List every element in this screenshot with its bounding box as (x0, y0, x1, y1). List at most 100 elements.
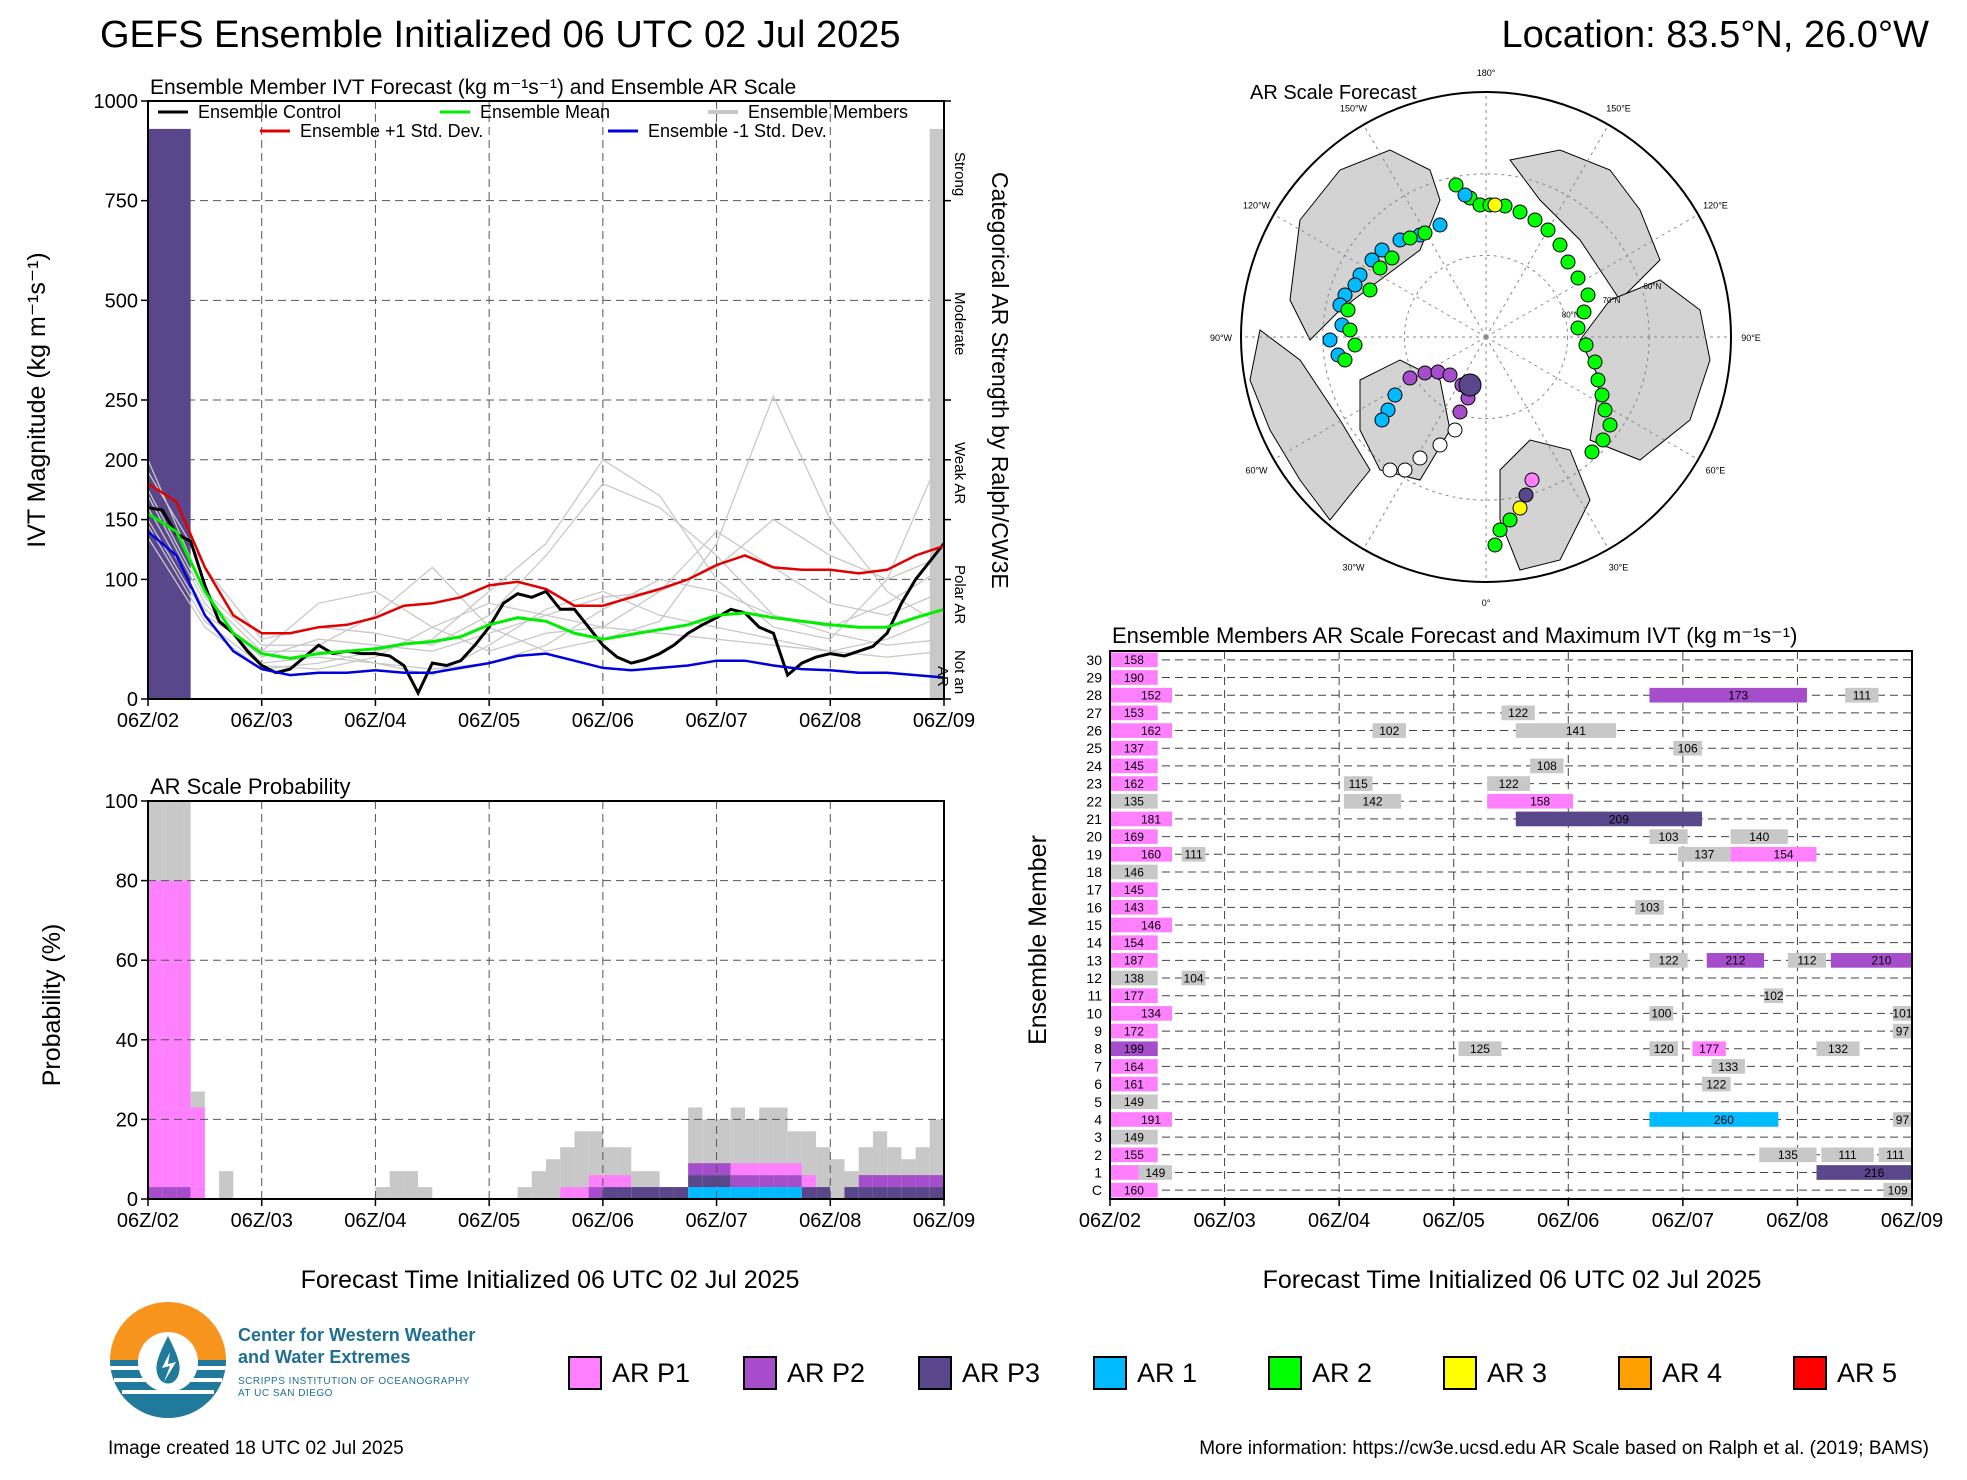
probability-category-bar (176, 880, 191, 1188)
members-x-tick-label: 06Z/02 (1079, 1210, 1141, 1232)
map-ar-dot (1362, 282, 1378, 298)
map-ar-dot (1570, 320, 1586, 336)
members-event-value: 146 (1141, 918, 1161, 932)
ivt-category-label: Strong (951, 152, 968, 196)
members-event-bar (1764, 988, 1784, 1004)
probability-category-bar (915, 1187, 930, 1199)
ivt-category-label: Weak AR (951, 442, 968, 504)
members-event-bar (1892, 1023, 1912, 1039)
ivt-series-line (147, 512, 945, 660)
probability-category-bar (162, 880, 177, 1188)
map-ar-dot (1448, 177, 1464, 193)
map-ar-dot (1342, 322, 1358, 338)
members-x-tick-label: 06Z/06 (1537, 1210, 1599, 1232)
legend-item-ar-4: AR 4 (1618, 1356, 1722, 1390)
members-event-bar (1892, 1112, 1912, 1127)
ivt-legend-label: Ensemble Members (748, 102, 908, 122)
members-event-value: 149 (1124, 1130, 1144, 1144)
map-meridian (1273, 336, 1487, 460)
members-event-value: 160 (1141, 848, 1161, 862)
map-longitude-label: 30°W (1342, 562, 1365, 572)
map-ar-dot (1578, 337, 1594, 353)
map-latitude-circle (1403, 254, 1569, 420)
legend-label: AR 4 (1662, 1357, 1723, 1388)
probability-category-bar (801, 1187, 817, 1199)
legend-label: AR 5 (1837, 1357, 1898, 1388)
map-meridian (1485, 336, 1699, 460)
members-event-value: 122 (1499, 777, 1519, 791)
members-row-label: 29 (1086, 670, 1102, 686)
members-row-label: 15 (1086, 917, 1102, 933)
members-event-value: 154 (1124, 936, 1144, 950)
map-ar-dot (1397, 462, 1413, 478)
map-ar-dot (1587, 354, 1603, 370)
members-event-bar (1110, 1076, 1158, 1092)
members-row-label: 2 (1094, 1147, 1102, 1163)
members-event-bar (1487, 793, 1574, 809)
members-x-tick-label: 06Z/04 (1308, 1210, 1370, 1232)
ivt-y-tick-label: 0 (127, 689, 138, 711)
members-event-value: 169 (1124, 830, 1144, 844)
members-event-bar (1759, 1147, 1817, 1163)
members-row-label: 17 (1086, 882, 1102, 898)
probability-y-tick-label: 40 (116, 1030, 138, 1052)
probability-category-bar (176, 1187, 191, 1199)
members-event-value: 210 (1871, 954, 1891, 968)
ivt-y-tick-label: 500 (105, 290, 138, 312)
members-event-value: 141 (1566, 724, 1586, 738)
map-ar-dot (1518, 487, 1534, 503)
map-longitude-label: 60°E (1706, 466, 1726, 476)
members-event-bar (1110, 953, 1158, 968)
probability-category-bar (887, 1187, 902, 1199)
legend-item-ar-5: AR 5 (1793, 1356, 1897, 1390)
members-row-label: 13 (1086, 952, 1102, 968)
map-ar-dot (1602, 417, 1618, 433)
members-event-value: 177 (1699, 1042, 1719, 1056)
members-row-label: 23 (1086, 776, 1102, 792)
map-landmass (1289, 149, 1441, 341)
map-ar-dot (1447, 422, 1463, 438)
members-event-bar (1138, 1165, 1173, 1180)
members-event-value: 153 (1124, 706, 1144, 720)
members-event-value: 97 (1896, 1024, 1910, 1038)
members-event-bar (1821, 1147, 1874, 1163)
members-event-value: 162 (1141, 724, 1161, 738)
members-event-bar (1110, 829, 1158, 844)
members-event-value: 143 (1124, 901, 1144, 915)
map-ar-dot (1340, 302, 1356, 318)
map-latitude-label: 80°N (1562, 310, 1580, 319)
members-event-bar (1701, 1076, 1731, 1092)
probability-x-axis-label: Forecast Time Initialized 06 UTC 02 Jul … (301, 1266, 800, 1294)
probability-category-bar (787, 1187, 802, 1199)
map-ar-dot (1402, 230, 1418, 246)
members-event-bar (1110, 1041, 1158, 1057)
members-event-bar (1110, 793, 1158, 809)
probability-x-tick-label: 06Z/07 (685, 1210, 747, 1232)
ivt-legend-label: Ensemble +1 Std. Dev. (300, 121, 483, 141)
members-event-bar (1110, 776, 1158, 791)
members-event-value: 146 (1124, 865, 1144, 879)
members-row-label: 12 (1086, 970, 1102, 986)
members-event-value: 132 (1828, 1042, 1848, 1056)
members-row-label: 14 (1086, 935, 1102, 951)
members-event-bar (1110, 1129, 1158, 1145)
probability-category-bar (560, 1187, 575, 1199)
members-event-value: 135 (1124, 795, 1144, 809)
members-row-label: C (1092, 1182, 1102, 1198)
map-ar-dot (1576, 304, 1592, 320)
probability-category-bar (148, 1187, 163, 1199)
ivt-member-line (147, 525, 945, 670)
legend-item-ar-p2: AR P2 (743, 1356, 865, 1390)
ivt-y-tick-label: 100 (105, 569, 138, 591)
ivt-panel: Ensemble Member IVT Forecast (kg m⁻¹s⁻¹)… (23, 76, 1013, 732)
map-ar-dot (1452, 404, 1468, 420)
members-event-bar (1110, 652, 1158, 668)
probability-category-bar (773, 1187, 788, 1199)
members-event-bar (1530, 758, 1564, 774)
probability-x-tick-label: 06Z/08 (799, 1210, 861, 1232)
probability-y-axis-label: Probability (%) (38, 924, 66, 1087)
probability-plot-area (148, 801, 944, 1199)
members-event-value: 133 (1718, 1060, 1738, 1074)
logo-line-2: and Water Extremes (238, 1347, 411, 1367)
ivt-y-axis-label: IVT Magnitude (kg m⁻¹s⁻¹) (23, 252, 51, 547)
